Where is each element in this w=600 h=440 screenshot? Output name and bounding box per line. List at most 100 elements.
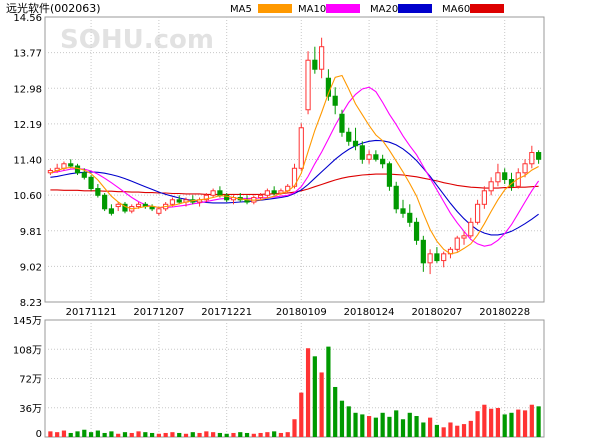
candle-body-up	[135, 203, 142, 208]
date-tick-label: 20171121	[66, 307, 117, 318]
candle	[359, 141, 365, 164]
price-tick-label: 12.19	[13, 120, 42, 131]
candle	[373, 150, 379, 162]
candle-body-up	[522, 163, 528, 174]
candle-body-up	[441, 253, 447, 262]
candle-body-down	[420, 239, 426, 264]
candle-body-down	[400, 208, 406, 214]
volume-bar-up	[55, 432, 60, 437]
candle-body-up	[461, 235, 467, 239]
volume-bar-down	[353, 412, 358, 437]
date-tick-label: 20171207	[133, 307, 184, 318]
volume-bar-down	[143, 432, 148, 437]
candle-body-down	[217, 190, 223, 196]
candle	[298, 123, 304, 171]
legend-swatch-ma10	[326, 4, 360, 13]
candle	[122, 202, 128, 214]
candle	[366, 150, 372, 164]
price-tick-label: 11.40	[13, 156, 42, 167]
volume-bar-up	[136, 431, 141, 437]
candle	[502, 168, 508, 185]
candle-body-up	[169, 199, 176, 205]
candle	[468, 217, 474, 239]
candle	[95, 184, 101, 198]
candle	[393, 181, 399, 214]
candle-body-down	[386, 163, 393, 187]
ma10-line-group	[50, 86, 540, 247]
volume-bar-up	[428, 417, 433, 437]
candle-body-up	[427, 253, 433, 264]
candle	[454, 235, 460, 252]
volume-bar-up	[129, 432, 134, 437]
volume-bar-up	[292, 419, 297, 437]
candle-body-down	[508, 179, 515, 187]
candle-body-up	[115, 203, 121, 208]
candle	[68, 159, 74, 169]
candle	[441, 251, 447, 268]
candle	[380, 154, 386, 169]
volume-bar-down	[400, 419, 406, 437]
volume-bar-up	[48, 431, 53, 437]
volume-bar-down	[502, 414, 507, 437]
candle	[190, 195, 196, 205]
volume-bar-up	[61, 430, 67, 437]
volume-bar-up	[265, 432, 270, 437]
axis-labels: 14.56 13.77 12.98 12.19 11.40 10.60 9.81 9.02 8.…	[13, 13, 530, 440]
ma5-line	[50, 74, 539, 255]
date-tick-label: 20171221	[201, 307, 252, 318]
ma20-line	[50, 139, 539, 236]
candle-body-up	[203, 194, 209, 201]
candle	[102, 193, 108, 212]
candle-body-down	[176, 199, 182, 203]
volume-bar-up	[251, 433, 256, 437]
volume-bar-up	[163, 432, 168, 437]
candle	[305, 51, 311, 115]
volume-bar-down	[102, 432, 107, 437]
volume-tick-label: 108万	[13, 345, 42, 356]
volume-bar-down	[95, 430, 100, 437]
legend: MA5 MA10 MA20 MA60	[230, 4, 504, 15]
volume-bar-down	[380, 412, 385, 437]
candle	[420, 235, 426, 272]
volume-bars	[48, 346, 541, 437]
candle-body-down	[332, 95, 338, 106]
candle-body-down	[393, 185, 399, 210]
volume-bar-up	[455, 425, 460, 437]
volume-bar-up	[156, 433, 161, 437]
candle	[210, 188, 216, 198]
volume-bar-down	[414, 416, 419, 437]
volume-bar-down	[421, 422, 426, 437]
candle	[176, 195, 182, 205]
ma20-line-group	[50, 139, 539, 236]
candlesticks	[47, 37, 542, 275]
candle-body-down	[95, 188, 101, 196]
candle	[115, 202, 121, 212]
candle	[434, 247, 440, 263]
legend-swatch-ma60	[470, 4, 504, 13]
volume-tick-label: 0	[36, 429, 42, 440]
date-tick-label: 20180228	[479, 307, 530, 318]
candle	[88, 175, 94, 191]
volume-bar-down	[394, 410, 399, 437]
candle-body-up	[529, 152, 535, 165]
candle-body-up	[366, 154, 372, 160]
volume-bar-up	[482, 404, 487, 437]
volume-bar-up	[319, 372, 324, 437]
candle-body-up	[454, 237, 460, 250]
volume-bar-up	[516, 409, 521, 437]
candle-body-down	[88, 176, 94, 190]
volume-bar-up	[448, 422, 453, 437]
candle-body-up	[264, 190, 270, 196]
ma5-line-group	[50, 74, 539, 255]
candle	[271, 186, 277, 196]
volume-bar-down	[333, 386, 338, 437]
candle-body-down	[271, 190, 277, 194]
candle-body-up	[257, 194, 264, 199]
date-tick-label: 20180124	[344, 307, 395, 318]
volume-bar-down	[272, 431, 277, 437]
candle	[386, 161, 393, 191]
volume-bar-up	[529, 404, 534, 437]
price-tick-label: 10.60	[13, 191, 42, 202]
candle	[481, 186, 487, 209]
candle	[149, 204, 155, 212]
